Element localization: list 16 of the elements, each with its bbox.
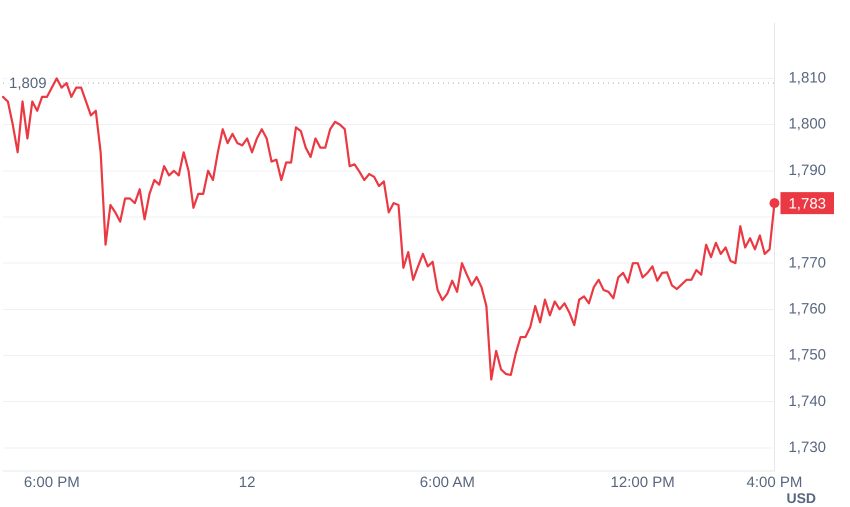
- y-tick-label: 1,760: [788, 300, 826, 318]
- y-tick-label: 1,750: [788, 346, 826, 364]
- x-tick-label: 4:00 PM: [746, 474, 802, 492]
- y-tick-label: 1,810: [788, 70, 826, 87]
- y-tick-label: 1,740: [788, 392, 826, 410]
- x-tick-label: 12:00 PM: [610, 474, 675, 492]
- x-tick-label: 6:00 PM: [24, 474, 80, 492]
- x-tick-label: 12: [238, 474, 256, 492]
- y-axis-title: USD: [786, 490, 816, 506]
- ref-line-label: 1,809: [9, 75, 47, 92]
- y-tick-label: 1,800: [788, 116, 826, 133]
- y-tick-label: 1,770: [788, 254, 826, 272]
- annotation: 1,783: [788, 195, 826, 212]
- y-tick-label: 1,790: [788, 162, 826, 179]
- x-tick-label: 6:00 AM: [420, 474, 475, 492]
- y-tick-label: 1,730: [788, 439, 826, 456]
